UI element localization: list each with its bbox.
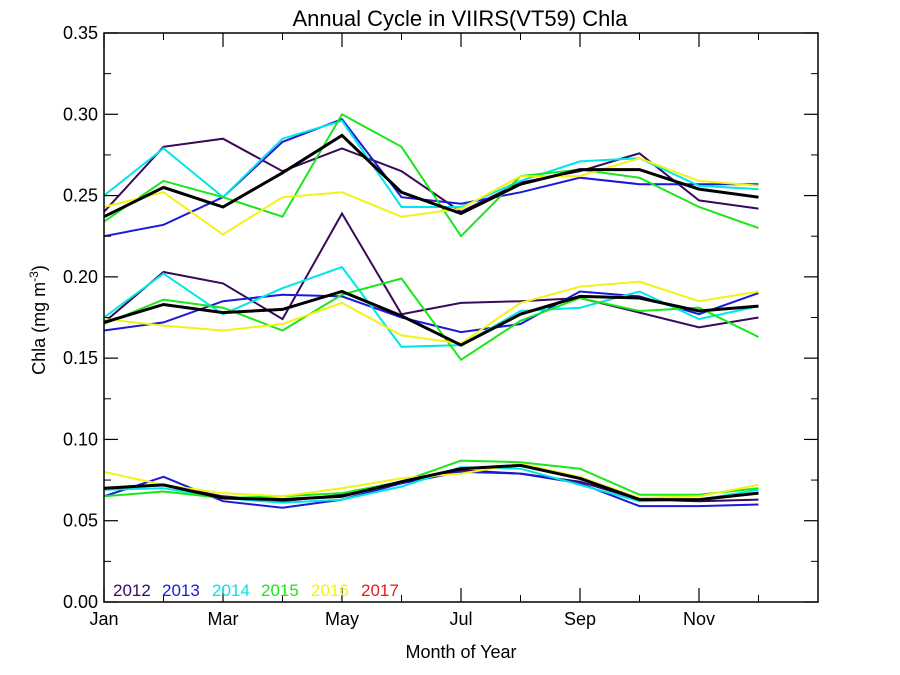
x-tick-label: Jan <box>89 609 118 629</box>
x-axis-label: Month of Year <box>405 642 516 662</box>
y-axis-label-close: ) <box>29 265 49 271</box>
y-tick-label: 0.25 <box>63 186 98 206</box>
chart-title: Annual Cycle in VIIRS(VT59) Chla <box>292 6 628 31</box>
series-line-2016-group-2 <box>104 282 759 344</box>
y-axis-label: Chla (mg m-3) <box>27 265 49 375</box>
y-tick-label: 0.35 <box>63 23 98 43</box>
y-tick-label: 0.10 <box>63 429 98 449</box>
y-tick-label: 0.05 <box>63 511 98 531</box>
legend-entry-2015: 2015 <box>261 581 299 600</box>
y-tick-label: 0.20 <box>63 267 98 287</box>
chla-annual-cycle-chart: Annual Cycle in VIIRS(VT59) Chla 0.000.0… <box>0 0 900 675</box>
legend-entry-2014: 2014 <box>212 581 250 600</box>
y-axis-label-sup: -3 <box>27 271 41 282</box>
x-axis-ticks: Jan Mar May Jul Sep Nov <box>89 33 758 629</box>
legend-entry-2012: 2012 <box>113 581 151 600</box>
x-tick-label: Jul <box>449 609 472 629</box>
legend-entry-2017: 2017 <box>361 581 399 600</box>
y-tick-label: 0.15 <box>63 348 98 368</box>
legend-entry-2013: 2013 <box>162 581 200 600</box>
plot-lines <box>104 114 759 507</box>
series-line-2014-group-1 <box>104 121 759 207</box>
x-tick-label: Nov <box>683 609 715 629</box>
series-line-2015-group-2 <box>104 279 759 360</box>
x-tick-label: Sep <box>564 609 596 629</box>
y-axis-label-main: Chla (mg m <box>29 282 49 375</box>
legend-entry-2016: 2016 <box>311 581 349 600</box>
y-tick-label: 0.30 <box>63 104 98 124</box>
legend: 2012 2013 2014 2015 2016 2017 <box>113 581 399 600</box>
x-tick-label: May <box>325 609 359 629</box>
x-tick-label: Mar <box>208 609 239 629</box>
series-line-2013-group-2 <box>104 292 759 333</box>
series-line-mean-group-1 <box>104 135 759 216</box>
